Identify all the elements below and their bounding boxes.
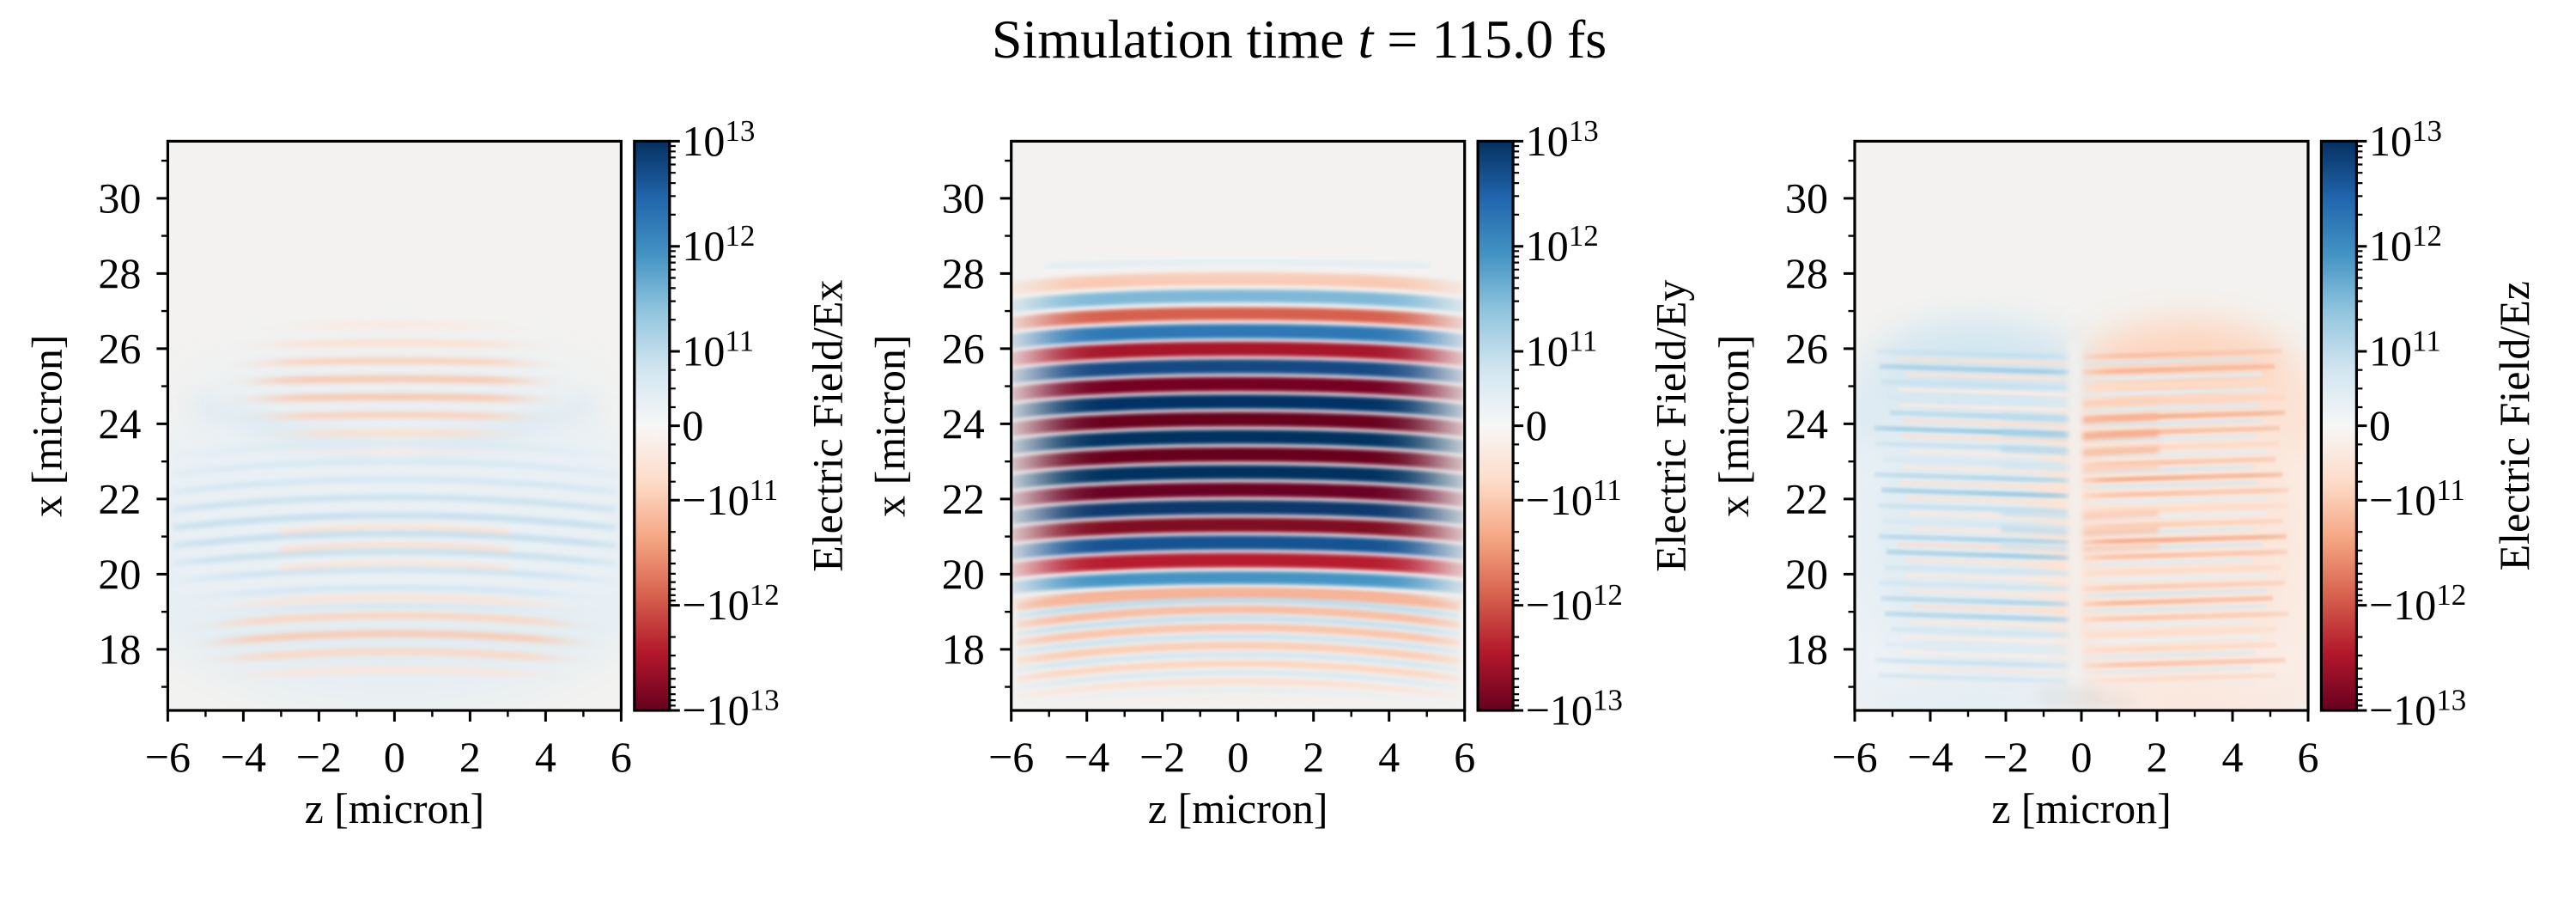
svg-text:22: 22 [1785,474,1828,522]
svg-text:4: 4 [1378,733,1400,781]
svg-text:0: 0 [1526,401,1547,449]
svg-text:Simulation time t = 115.0 fs: Simulation time t = 115.0 fs [992,9,1607,70]
svg-text:6: 6 [1454,733,1475,781]
svg-text:−6: −6 [988,733,1034,781]
svg-text:z [micron]: z [micron] [1148,784,1328,832]
svg-text:1011: 1011 [682,325,754,375]
svg-text:6: 6 [611,733,632,781]
svg-text:22: 22 [98,474,141,522]
svg-text:Electric Field/Ex: Electric Field/Ex [803,280,851,572]
svg-text:z [micron]: z [micron] [305,784,485,832]
svg-text:−1012: −1012 [682,578,779,629]
svg-text:−2: −2 [1983,733,2028,781]
svg-text:−4: −4 [221,733,266,781]
svg-text:2: 2 [1303,733,1324,781]
svg-text:0: 0 [2369,401,2391,449]
svg-text:1013: 1013 [1526,114,1599,165]
svg-text:20: 20 [942,550,985,598]
svg-text:18: 18 [1785,625,1828,673]
svg-text:30: 30 [98,174,141,222]
svg-text:−2: −2 [1139,733,1185,781]
svg-text:18: 18 [98,625,141,673]
svg-text:Electric Field/Ez: Electric Field/Ez [2490,281,2538,570]
svg-text:0: 0 [682,401,703,449]
svg-text:20: 20 [1785,550,1828,598]
svg-text:z [micron]: z [micron] [1991,784,2172,832]
svg-text:28: 28 [98,249,141,297]
svg-text:−4: −4 [1064,733,1109,781]
svg-text:6: 6 [2298,733,2319,781]
svg-text:26: 26 [942,324,985,372]
svg-text:28: 28 [942,249,985,297]
svg-text:−1011: −1011 [2369,473,2465,524]
svg-text:20: 20 [98,550,141,598]
svg-text:1012: 1012 [1526,219,1599,270]
svg-text:−6: −6 [1832,733,1877,781]
svg-text:26: 26 [1785,324,1828,372]
svg-text:−1011: −1011 [682,473,778,524]
svg-text:−1011: −1011 [1526,473,1622,524]
svg-text:0: 0 [1227,733,1249,781]
svg-text:1013: 1013 [2369,114,2442,165]
svg-text:0: 0 [384,733,405,781]
svg-text:26: 26 [98,324,141,372]
svg-text:−1013: −1013 [2369,684,2466,734]
svg-text:30: 30 [942,174,985,222]
svg-text:1012: 1012 [2369,219,2442,270]
svg-text:Electric Field/Ey: Electric Field/Ey [1647,280,1695,572]
svg-text:−2: −2 [296,733,342,781]
svg-text:−4: −4 [1907,733,1953,781]
svg-text:30: 30 [1785,174,1828,222]
svg-text:1012: 1012 [682,219,755,270]
svg-text:−1012: −1012 [1526,578,1623,629]
svg-text:24: 24 [942,399,985,448]
svg-text:24: 24 [98,399,141,448]
svg-text:x [micron]: x [micron] [866,334,914,516]
svg-text:1011: 1011 [1526,325,1598,375]
svg-text:24: 24 [1785,399,1828,448]
svg-text:1011: 1011 [2369,325,2441,375]
svg-text:−1013: −1013 [682,684,779,734]
svg-text:0: 0 [2071,733,2093,781]
svg-text:4: 4 [2222,733,2244,781]
svg-text:22: 22 [942,474,985,522]
svg-text:28: 28 [1785,249,1828,297]
svg-text:−6: −6 [145,733,191,781]
svg-text:2: 2 [2147,733,2168,781]
svg-text:−1013: −1013 [1526,684,1623,734]
svg-text:18: 18 [942,625,985,673]
svg-text:4: 4 [535,733,556,781]
svg-text:1013: 1013 [682,114,755,165]
svg-text:x [micron]: x [micron] [1710,334,1758,516]
svg-text:2: 2 [459,733,481,781]
svg-text:x [micron]: x [micron] [22,334,70,516]
svg-text:−1012: −1012 [2369,578,2466,629]
